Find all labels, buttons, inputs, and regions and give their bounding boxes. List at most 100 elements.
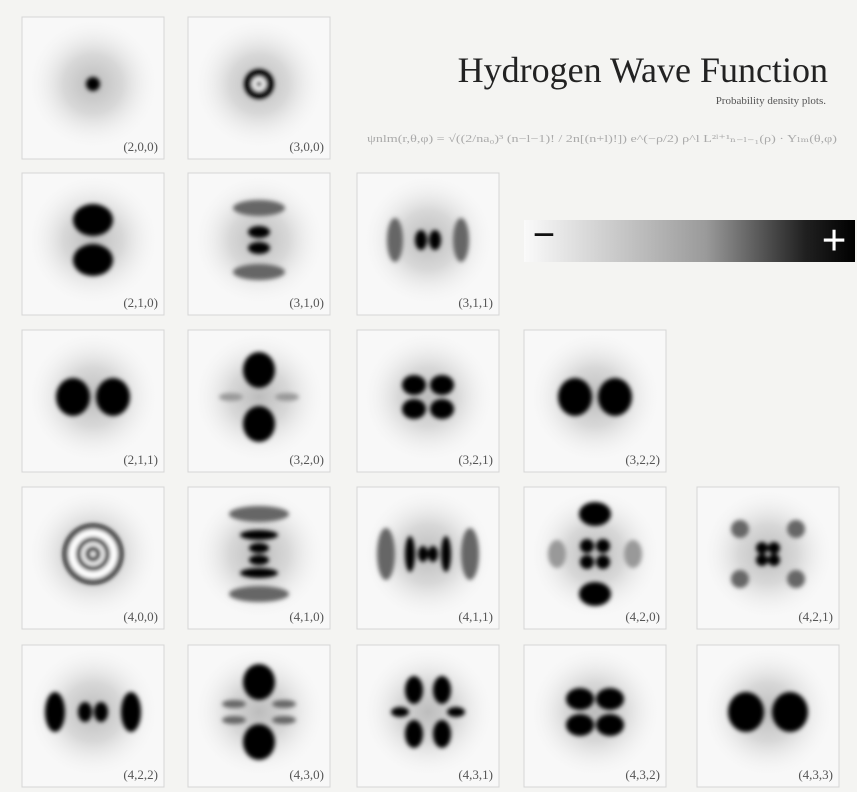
orbital-lobe xyxy=(405,720,423,748)
legend-minus: − xyxy=(533,212,556,257)
orbital-lobe xyxy=(580,555,594,569)
orbital-lobe xyxy=(248,242,270,254)
probability-halo xyxy=(27,174,159,306)
panel-label: (3,0,0) xyxy=(289,139,324,154)
orbital-lobe xyxy=(596,714,624,736)
orbital-lobe xyxy=(240,568,278,578)
orbital-lobes xyxy=(73,204,113,276)
orbital-lobe xyxy=(429,230,441,250)
orbital-lobe xyxy=(229,506,289,522)
probability-halo xyxy=(362,174,494,306)
orbital-lobe xyxy=(249,555,269,565)
orbital-lobe xyxy=(272,700,296,708)
orbital-lobe xyxy=(86,77,100,91)
orbital-lobe xyxy=(56,378,90,416)
orbital-lobe xyxy=(402,375,426,395)
orbital-panel: (3,1,0) xyxy=(187,172,331,316)
orbital-lobe xyxy=(579,582,611,606)
orbital-lobe xyxy=(243,664,275,700)
orbital-lobe xyxy=(233,200,285,216)
orbital-lobes xyxy=(63,524,123,584)
panel-label: (4,3,2) xyxy=(625,767,660,782)
orbital-lobes xyxy=(566,688,624,736)
orbital-lobes xyxy=(56,378,130,416)
orbital-lobe xyxy=(275,393,299,401)
orbital-panel: (4,3,3) xyxy=(696,644,840,788)
probability-halo xyxy=(702,488,834,620)
orbital-lobe xyxy=(222,716,246,724)
panels: (2,0,0) (3,0,0) (2,1,0) (3,1,0) (3,1,1) (2,1,… xyxy=(21,16,840,788)
panel-label: (3,2,0) xyxy=(289,452,324,467)
orbital-lobe xyxy=(248,226,270,238)
title: Hydrogen Wave Function xyxy=(458,50,828,90)
panel-label: (4,1,1) xyxy=(458,609,493,624)
panel-label: (4,1,0) xyxy=(289,609,324,624)
panel-label: (3,2,2) xyxy=(625,452,660,467)
orbital-lobe xyxy=(548,540,566,568)
probability-halo xyxy=(193,488,325,620)
orbital-lobe xyxy=(256,81,262,87)
orbital-lobe xyxy=(558,378,592,416)
orbital-panel: (4,1,1) xyxy=(356,486,500,630)
panel-label: (4,3,0) xyxy=(289,767,324,782)
orbital-panel: (3,2,0) xyxy=(187,329,331,473)
orbital-lobes xyxy=(219,352,299,442)
orbital-lobe xyxy=(772,692,808,732)
orbital-lobes xyxy=(222,664,296,760)
probability-halo xyxy=(193,646,325,778)
orbital-lobe xyxy=(121,692,141,732)
orbital-panel: (4,3,0) xyxy=(187,644,331,788)
probability-halo xyxy=(362,331,494,463)
orbital-lobe xyxy=(441,536,451,572)
probability-halo xyxy=(193,174,325,306)
orbital-lobe xyxy=(787,570,805,588)
orbital-lobe xyxy=(756,554,768,566)
orbital-panel: (3,2,1) xyxy=(356,329,500,473)
probability-halo xyxy=(702,646,834,778)
orbital-lobe xyxy=(731,520,749,538)
orbital-lobe xyxy=(731,570,749,588)
orbital-panel: (2,1,1) xyxy=(21,329,165,473)
orbital-lobes xyxy=(377,528,479,580)
color-scale xyxy=(524,220,855,262)
subtitle: Probability density plots. xyxy=(716,95,827,107)
orbital-panel: (3,1,1) xyxy=(356,172,500,316)
orbital-lobe xyxy=(566,714,594,736)
orbital-lobe xyxy=(433,676,451,704)
panel-label: (4,2,1) xyxy=(798,609,833,624)
formula: ψnlm(r,θ,φ) = √((2/na₀)³ (n−l−1)! / 2n[(… xyxy=(367,133,837,145)
orbital-lobe xyxy=(96,378,130,416)
orbital-lobe xyxy=(73,204,113,236)
panel-label: (3,1,1) xyxy=(458,295,493,310)
orbital-lobe xyxy=(405,676,423,704)
orbital-panel: (4,2,0) xyxy=(523,486,667,630)
orbital-lobe xyxy=(240,530,278,540)
panel-label: (4,3,1) xyxy=(458,767,493,782)
orbital-lobe xyxy=(428,546,438,562)
probability-halo xyxy=(529,488,661,620)
probability-halo xyxy=(529,331,661,463)
orbital-lobe xyxy=(219,393,243,401)
orbital-lobe xyxy=(461,528,479,580)
orbital-lobe xyxy=(598,378,632,416)
panel-label: (4,2,0) xyxy=(625,609,660,624)
orbital-lobe xyxy=(73,244,113,276)
orbital-lobe xyxy=(391,707,409,717)
probability-halo xyxy=(27,331,159,463)
probability-halo xyxy=(27,646,159,778)
orbital-lobe xyxy=(243,724,275,760)
orbital-lobe xyxy=(415,230,427,250)
orbital-lobe xyxy=(233,264,285,280)
orbital-lobe xyxy=(768,554,780,566)
orbital-panel: (3,0,0) xyxy=(187,16,331,160)
orbital-panel: (2,1,0) xyxy=(21,172,165,316)
orbital-panel: (3,2,2) xyxy=(523,329,667,473)
orbital-lobe xyxy=(596,555,610,569)
panel-label: (3,1,0) xyxy=(289,295,324,310)
orbital-lobe xyxy=(566,688,594,710)
probability-halo xyxy=(529,646,661,778)
orbital-panel: (4,0,0) xyxy=(21,486,165,630)
orbital-lobe xyxy=(580,539,594,553)
